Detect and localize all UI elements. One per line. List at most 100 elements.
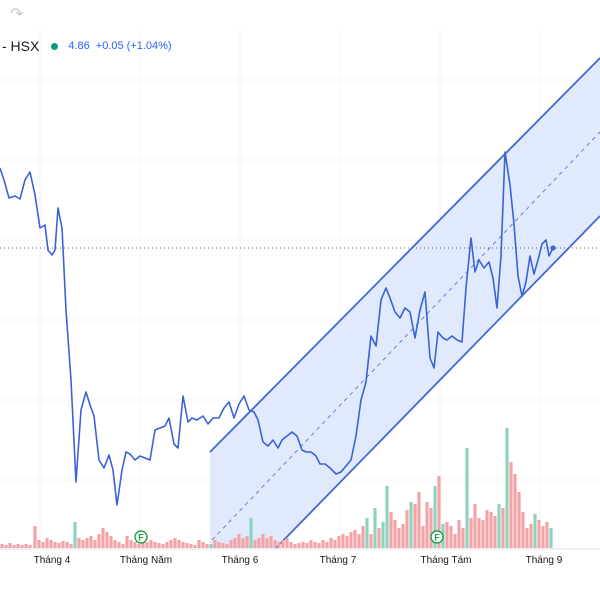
volume-bar [413,504,417,548]
volume-bar [377,528,381,548]
volume-bar [489,512,493,548]
redo-arrow-icon[interactable]: ↷ [10,6,24,23]
volume-bar [293,544,297,548]
volume-bar [297,543,301,548]
x-tick-label: Tháng 6 [222,555,259,566]
volume-bar [201,542,205,548]
volume-bar [305,543,309,548]
volume-bar [457,520,461,548]
volume-bar [185,543,189,548]
volume-bar [149,540,153,548]
volume-bars [0,428,553,548]
volume-bar [549,528,553,548]
volume-bar [277,542,281,548]
event-marker[interactable]: F [134,530,148,544]
volume-bar [117,542,121,548]
last-price-point[interactable] [550,245,556,251]
volume-bar [345,536,349,548]
volume-bar [505,428,509,548]
event-marker-label: F [138,533,144,543]
volume-bar [417,492,421,548]
volume-bar [8,543,12,548]
volume-bar [513,474,517,548]
volume-bar [261,534,265,548]
volume-bar [273,540,277,548]
channel-lower-line[interactable] [275,215,600,549]
volume-bar [33,526,37,548]
event-marker[interactable]: F [430,530,444,544]
volume-bar [281,540,285,548]
volume-bar [233,538,237,548]
volume-bar [373,508,377,548]
volume-bar [269,536,273,548]
volume-bar [89,536,93,548]
volume-bar [93,540,97,548]
volume-bar [541,526,545,548]
volume-bar [389,512,393,548]
volume-bar [237,534,241,548]
price-line[interactable] [0,151,554,506]
volume-bar [473,504,477,548]
volume-bar [24,544,28,548]
volume-bar [401,524,405,548]
volume-bar [141,543,145,548]
volume-bar [369,534,373,548]
volume-bar [157,543,161,548]
channel-upper-line[interactable] [209,57,600,453]
volume-bar [165,542,169,548]
volume-bar [509,462,513,548]
volume-bar [28,545,32,548]
volume-bar [12,545,16,548]
volume-bar [397,528,401,548]
volume-bar [525,528,529,548]
volume-bar [421,526,425,548]
volume-bar [289,542,293,548]
bottom-strip [0,572,600,600]
volume-bar [325,542,329,548]
volume-bar [73,522,77,548]
volume-bar [257,538,261,548]
volume-bar [177,540,181,548]
symbol-name[interactable]: - HSX [2,38,40,54]
volume-bar [61,541,65,548]
last-price: 4.86 [68,40,90,52]
volume-bar [521,512,525,548]
event-marker-label: F [434,533,440,543]
toolbar: ↷ [0,0,600,30]
volume-bar [317,543,321,548]
parallel-channel[interactable] [209,57,600,549]
volume-bar [405,510,409,548]
volume-bar [77,538,81,548]
volume-bar [249,518,253,548]
symbol-legend: - HSX 4.86 +0.05 (+1.04%) [0,36,172,56]
volume-bar [341,534,345,548]
volume-bar [537,520,541,548]
volume-bar [109,536,113,548]
volume-bar [497,504,501,548]
volume-bar [285,538,289,548]
channel-median-line[interactable] [211,131,600,541]
volume-bar [4,545,8,548]
volume-bar [105,532,109,548]
volume-bar [213,540,217,548]
channel-fill [210,58,600,548]
x-tick-label: Tháng 7 [320,555,357,566]
volume-bar [85,538,89,548]
volume-bar [481,520,485,548]
volume-bar [209,544,213,548]
volume-bar [101,528,105,548]
volume-bar [113,540,117,548]
volume-bar [161,544,165,548]
volume-bar [357,534,361,548]
volume-bar [45,538,49,548]
volume-bar [437,476,441,548]
volume-bar [81,540,85,548]
volume-bar [65,542,69,548]
volume-bar [253,540,257,548]
volume-bar [217,542,221,548]
volume-bar [37,540,41,548]
price-change: +0.05 (+1.04%) [95,40,172,52]
x-tick-label: Tháng Năm [120,555,172,566]
